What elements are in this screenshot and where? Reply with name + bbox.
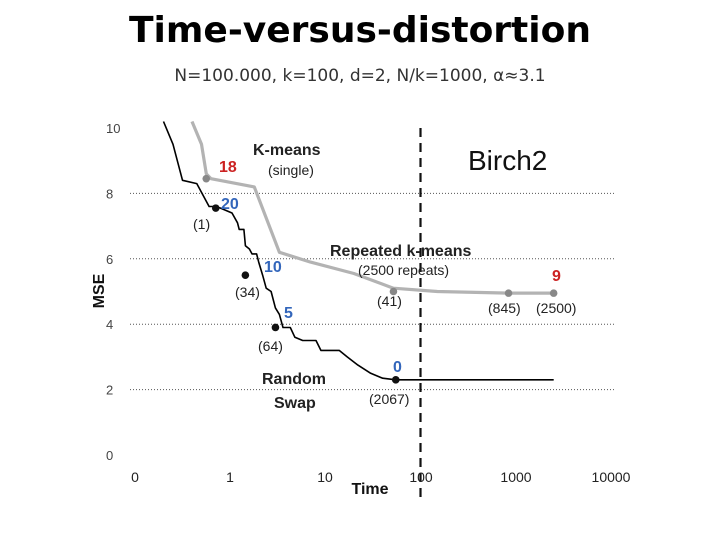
x-tick-label: 1000 [500,469,531,485]
annotation-label: 9 [552,268,561,285]
annotation-label: (2067) [369,391,409,407]
annotation-label: 0 [393,359,402,376]
annotation-label: (34) [235,284,260,300]
x-tick-label: 100 [409,469,433,485]
data-point [504,289,513,297]
slide-title: Time-versus-distortion [129,10,591,51]
y-tick-label: 8 [106,186,113,201]
annotation-label: K-means [253,142,321,159]
slide-subtitle: N=100.000, k=100, d=2, N/k=1000, α≈3.1 [174,66,546,86]
data-point [391,375,400,384]
x-tick-label: 1 [226,469,234,485]
x-tick-label: 10 [317,469,333,485]
annotation-label: (41) [377,293,402,309]
annotation-label: 5 [284,305,293,322]
x-tick-label: 10000 [592,469,631,485]
annotation-label: (64) [258,338,283,354]
y-tick-label: 10 [106,121,120,136]
annotation-label: 18 [219,159,237,176]
annotation-label: (2500) [536,300,576,316]
kmeans-series-line [190,120,554,295]
data-point [549,289,558,297]
annotation-label: Swap [274,395,316,412]
y-tick-label: 6 [106,252,113,267]
data-point [389,287,398,296]
annotation-label: Random [262,371,326,388]
annotation-label: 10 [264,259,282,276]
y-tick-label: 0 [106,448,113,463]
annotation-label: (single) [268,162,314,178]
y-tick-label: 2 [106,383,113,398]
y-axis-label: MSE [91,273,108,308]
data-point [211,204,220,212]
annotation-label: 20 [221,196,239,213]
annotation-label: Repeated k-means [330,243,471,260]
annotation-label: (2500 repeats) [358,262,449,278]
x-tick-label: 0 [131,469,139,485]
annotation-label: (845) [488,300,521,316]
x-axis-label: Time [351,481,388,498]
data-point [202,174,211,183]
dataset-label: Birch2 [468,145,547,176]
data-point [241,271,250,279]
data-point [271,323,280,332]
annotation-label: (1) [193,216,210,232]
y-tick-label: 4 [106,317,113,332]
